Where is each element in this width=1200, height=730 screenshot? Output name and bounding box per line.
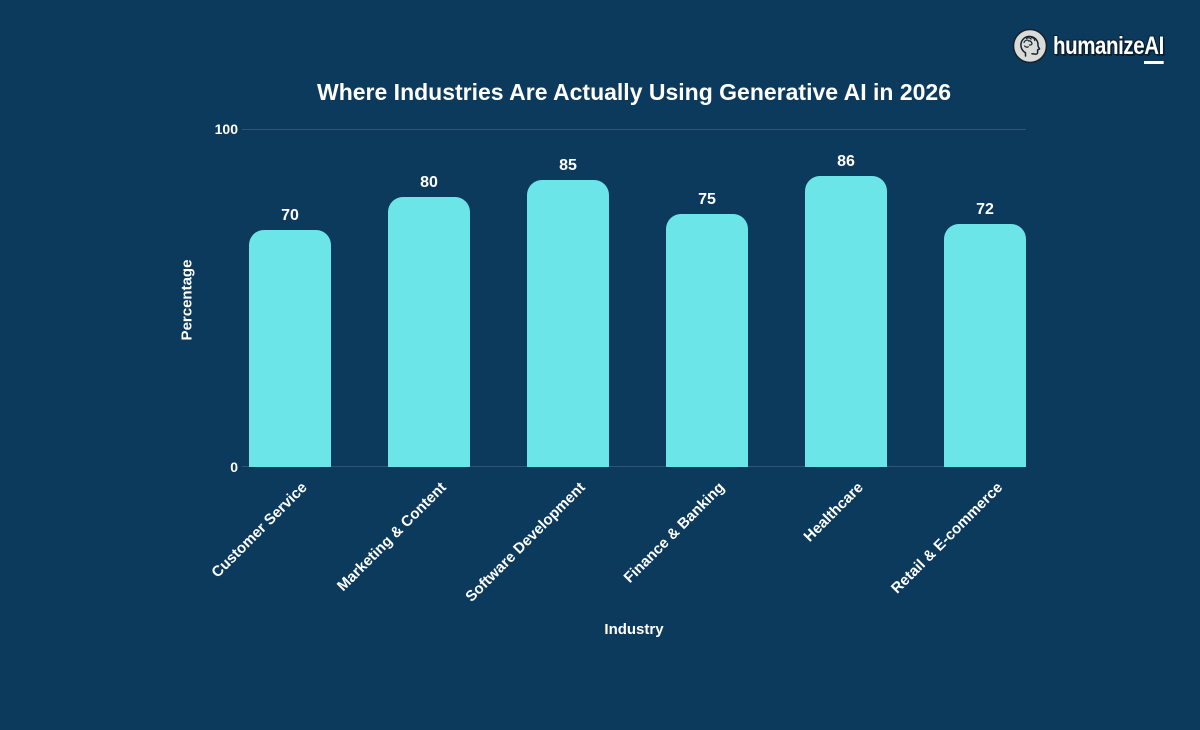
x-tick-label: Finance & Banking [620,479,729,587]
bar-customer-service [249,230,331,467]
x-axis-label: Industry [604,621,664,638]
y-axis-label: Percentage [178,259,196,341]
x-tick-label: Retail & E-commerce [887,479,1007,598]
plot-area: 70 80 85 75 86 72 [242,129,1026,467]
logo-brand-text: humanize [1053,31,1145,60]
bar-retail-ecommerce [944,223,1026,467]
bar-finance-banking [666,213,748,467]
bar-value-label: 85 [559,156,577,174]
x-tick-label: Healthcare [800,479,868,546]
bar-group-healthcare: 86 [805,153,887,467]
y-tick-100: 100 [214,121,238,137]
logo-ai-text: AI [1144,31,1164,64]
bar-group-retail-ecommerce: 72 [944,201,1026,467]
bar-value-label: 86 [837,153,855,171]
humanize-ai-logo: humanizeAI [1012,28,1188,64]
x-tick-label: Software Development [462,479,590,606]
bar-marketing-content [388,196,470,467]
bar-value-label: 70 [281,207,299,225]
brain-head-icon [1012,28,1048,64]
bar-group-software-development: 85 [527,157,609,467]
y-tick-0: 0 [230,459,238,475]
bar-value-label: 75 [698,190,716,208]
bar-value-label: 80 [420,173,438,191]
bar-value-label: 72 [976,200,994,218]
bar-group-customer-service: 70 [249,207,331,467]
x-tick-label: Customer Service [208,479,312,582]
gridline-0 [242,466,1026,467]
logo-wordmark: humanizeAI [1053,31,1164,64]
gridline-100 [242,129,1026,130]
bar-software-development [527,179,609,467]
chart-title: Where Industries Are Actually Using Gene… [317,79,951,105]
x-tick-label: Marketing & Content [334,479,451,595]
bar-healthcare [805,176,887,467]
bar-group-marketing-content: 80 [388,174,470,467]
bar-group-finance-banking: 75 [666,190,748,467]
